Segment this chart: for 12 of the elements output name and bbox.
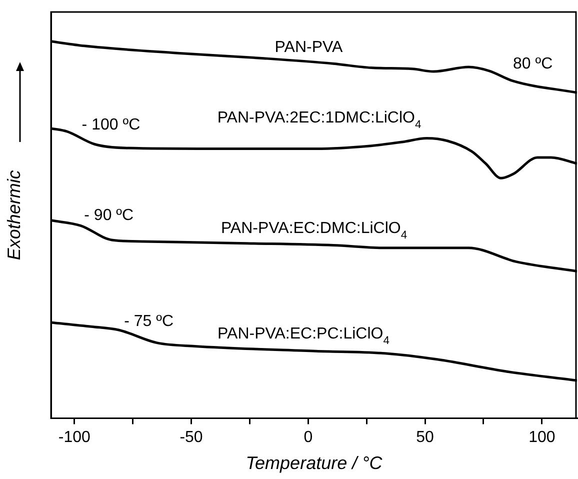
series-label: PAN-PVA	[274, 38, 343, 56]
x-tick-label: 50	[416, 429, 434, 446]
annotation: - 75 ºC	[124, 312, 174, 330]
annotation: - 100 ºC	[82, 116, 140, 134]
annotation: - 90 ºC	[84, 206, 134, 224]
x-tick-label: 100	[528, 429, 556, 446]
annotation: 80 ºC	[512, 55, 553, 72]
x-axis-title: Temperature / °C	[246, 453, 384, 474]
x-tick-label: 0	[304, 429, 313, 446]
y-axis-title: Exothermic	[4, 170, 24, 260]
x-tick-label: -100	[58, 429, 90, 446]
x-tick-label: -50	[180, 429, 203, 446]
